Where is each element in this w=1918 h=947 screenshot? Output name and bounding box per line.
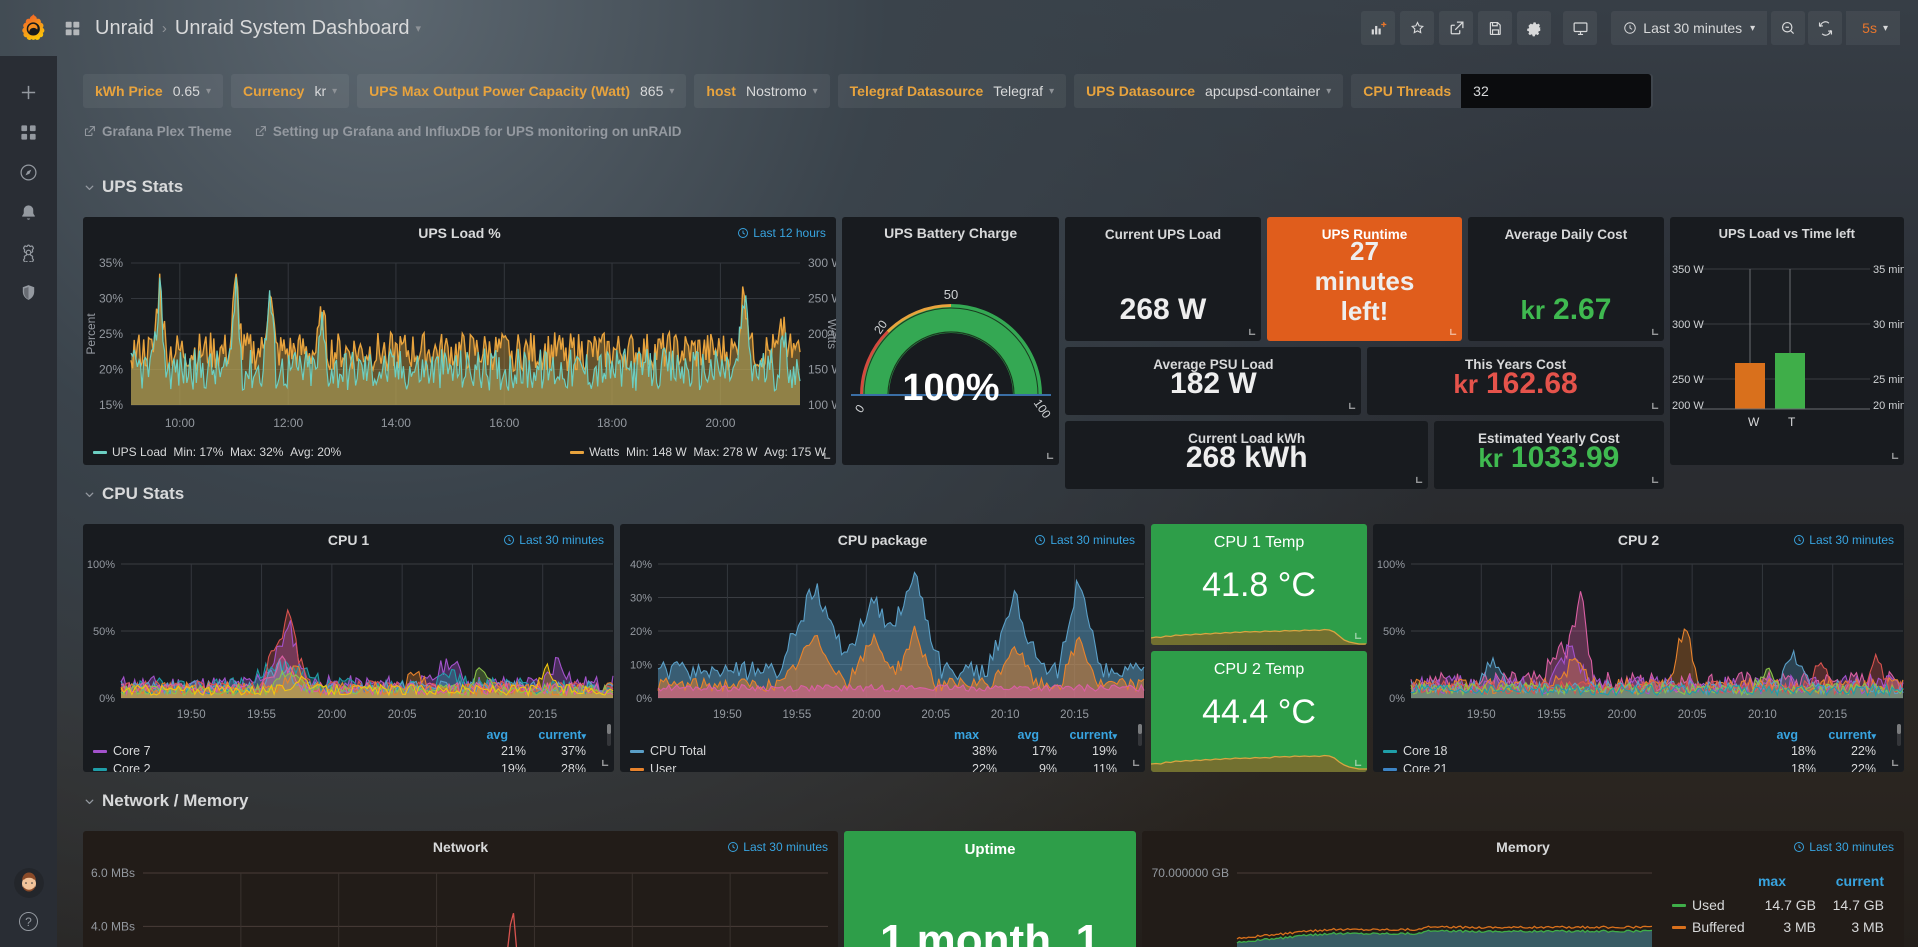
svg-text:19:55: 19:55 (1537, 709, 1566, 721)
svg-text:100%: 100% (902, 367, 999, 409)
svg-text:10%: 10% (630, 660, 652, 672)
svg-text:30%: 30% (630, 593, 652, 605)
svg-text:0%: 0% (636, 693, 652, 705)
svg-text:35 min: 35 min (1873, 264, 1904, 276)
svg-text:20:00: 20:00 (1607, 709, 1636, 721)
svg-text:10:00: 10:00 (165, 416, 195, 430)
svg-text:100%: 100% (87, 559, 115, 571)
svg-text:0%: 0% (1389, 693, 1405, 705)
svg-text:250 W: 250 W (1672, 374, 1704, 386)
svg-text:70.000000 GB: 70.000000 GB (1152, 866, 1229, 880)
svg-text:25%: 25% (99, 327, 123, 341)
svg-text:0%: 0% (99, 693, 115, 705)
svg-text:50%: 50% (93, 626, 115, 638)
svg-text:20:10: 20:10 (458, 709, 487, 721)
svg-text:30%: 30% (99, 292, 123, 306)
svg-text:35%: 35% (99, 256, 123, 270)
svg-text:20%: 20% (630, 626, 652, 638)
svg-text:40%: 40% (630, 559, 652, 571)
svg-text:18:00: 18:00 (597, 416, 627, 430)
svg-text:16:00: 16:00 (489, 416, 519, 430)
svg-text:20:10: 20:10 (1748, 709, 1777, 721)
svg-text:19:55: 19:55 (782, 709, 811, 721)
svg-text:25 min: 25 min (1873, 374, 1904, 386)
svg-text:20:00: 20:00 (317, 709, 346, 721)
svg-text:50: 50 (944, 287, 958, 302)
svg-text:100 W: 100 W (808, 398, 836, 412)
svg-text:6.0 MBs: 6.0 MBs (91, 866, 135, 880)
svg-text:250 W: 250 W (808, 292, 836, 306)
svg-text:12:00: 12:00 (273, 416, 303, 430)
svg-text:20:15: 20:15 (1818, 709, 1847, 721)
svg-text:15%: 15% (99, 398, 123, 412)
svg-text:20:05: 20:05 (388, 709, 417, 721)
svg-text:Watts: Watts (825, 319, 836, 349)
svg-text:300 W: 300 W (808, 256, 836, 270)
svg-text:100%: 100% (1377, 559, 1405, 571)
svg-text:20:05: 20:05 (1678, 709, 1707, 721)
svg-text:0: 0 (852, 402, 867, 416)
svg-text:19:50: 19:50 (1467, 709, 1496, 721)
svg-text:14:00: 14:00 (381, 416, 411, 430)
svg-text:20:05: 20:05 (921, 709, 950, 721)
svg-text:T: T (1788, 415, 1796, 429)
svg-text:20:00: 20:00 (705, 416, 735, 430)
svg-text:4.0 MBs: 4.0 MBs (91, 919, 135, 933)
svg-text:20:10: 20:10 (991, 709, 1020, 721)
svg-text:19:50: 19:50 (713, 709, 742, 721)
svg-text:19:55: 19:55 (247, 709, 276, 721)
svg-text:W: W (1748, 415, 1760, 429)
svg-text:20:00: 20:00 (852, 709, 881, 721)
svg-text:20%: 20% (99, 363, 123, 377)
svg-text:19:50: 19:50 (177, 709, 206, 721)
svg-text:20 min: 20 min (1873, 400, 1904, 412)
svg-text:30 min: 30 min (1873, 319, 1904, 331)
svg-text:Percent: Percent (84, 313, 98, 355)
svg-text:20:15: 20:15 (528, 709, 557, 721)
svg-text:50%: 50% (1383, 626, 1405, 638)
svg-text:300 W: 300 W (1672, 319, 1704, 331)
svg-text:350 W: 350 W (1672, 264, 1704, 276)
svg-text:100: 100 (1031, 396, 1054, 421)
svg-text:200 W: 200 W (1672, 400, 1704, 412)
svg-text:150 W: 150 W (808, 363, 836, 377)
svg-text:20:15: 20:15 (1060, 709, 1089, 721)
